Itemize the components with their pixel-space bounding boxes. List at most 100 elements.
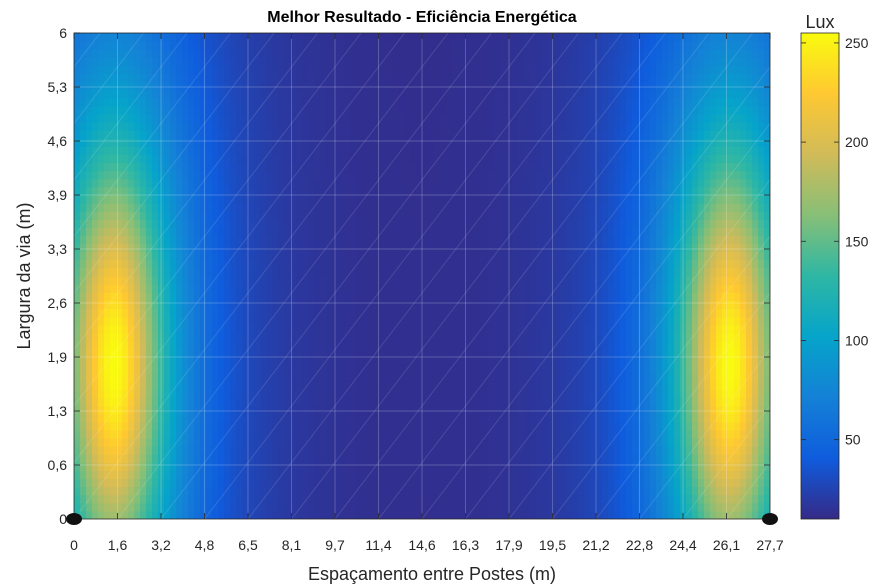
heatmap-cell: [86, 203, 93, 212]
heatmap-cell: [164, 122, 171, 131]
heatmap-cell: [398, 454, 405, 463]
heatmap-cell: [440, 259, 447, 269]
heatmap-cell: [134, 219, 141, 228]
heatmap-cell: [548, 122, 555, 131]
heatmap-cell: [230, 381, 237, 390]
heatmap-cell: [494, 146, 501, 156]
heatmap-cell: [152, 97, 159, 107]
heatmap-cell: [224, 300, 231, 309]
heatmap-cell: [416, 421, 423, 431]
heatmap-cell: [224, 227, 231, 237]
heatmap-cell: [284, 494, 291, 504]
heatmap-cell: [302, 203, 309, 212]
heatmap-cell: [542, 154, 549, 164]
heatmap-cell: [398, 462, 405, 471]
heatmap-cell: [326, 219, 333, 228]
heatmap-cell: [434, 494, 441, 504]
heatmap-cell: [554, 243, 561, 253]
heatmap-cell: [542, 138, 549, 147]
heatmap-cell: [506, 470, 513, 480]
heatmap-cell: [404, 138, 411, 147]
heatmap-cell: [458, 316, 465, 326]
heatmap-cell: [344, 33, 351, 42]
heatmap-cell: [254, 105, 261, 115]
heatmap-cell: [416, 243, 423, 253]
heatmap-cell: [488, 478, 495, 488]
heatmap-cell: [476, 292, 483, 301]
heatmap-cell: [128, 178, 135, 188]
heatmap-cell: [476, 170, 483, 180]
heatmap-cell: [386, 397, 393, 407]
heatmap-cell: [338, 348, 345, 358]
heatmap-cell: [434, 186, 441, 196]
heatmap-cell: [476, 381, 483, 390]
heatmap-cell: [446, 146, 453, 156]
heatmap-cell: [566, 340, 573, 350]
heatmap-cell: [176, 405, 183, 415]
heatmap-cell: [326, 478, 333, 488]
heatmap-cell: [134, 33, 141, 42]
heatmap-cell: [80, 340, 87, 350]
heatmap-cell: [248, 510, 255, 519]
heatmap-cell: [332, 186, 339, 196]
heatmap-cell: [506, 41, 513, 50]
heatmap-cell: [446, 195, 453, 204]
heatmap-cell: [404, 462, 411, 471]
heatmap-cell: [410, 397, 417, 407]
heatmap-cell: [380, 502, 387, 512]
heatmap-cell: [86, 446, 93, 455]
heatmap-cell: [242, 332, 249, 342]
heatmap-cell: [470, 510, 477, 519]
heatmap-cell: [524, 284, 531, 293]
heatmap-cell: [206, 284, 213, 293]
heatmap-cell: [464, 357, 471, 366]
heatmap-cell: [464, 33, 471, 42]
heatmap-cell: [326, 316, 333, 326]
heatmap-cell: [398, 243, 405, 253]
heatmap-cell: [416, 81, 423, 91]
heatmap-cell: [230, 203, 237, 212]
heatmap-cell: [422, 195, 429, 204]
heatmap-cell: [182, 65, 189, 75]
heatmap-cell: [152, 235, 159, 245]
heatmap-cell: [554, 49, 561, 58]
heatmap-cell: [134, 316, 141, 326]
heatmap-cell: [428, 162, 435, 172]
heatmap-cell: [272, 122, 279, 131]
heatmap-cell: [302, 219, 309, 228]
heatmap-cell: [386, 405, 393, 415]
heatmap-cell: [410, 324, 417, 334]
heatmap-cell: [176, 454, 183, 463]
heatmap-cell: [422, 308, 429, 318]
heatmap-cell: [362, 195, 369, 204]
heatmap-cell: [476, 122, 483, 131]
heatmap-cell: [170, 81, 177, 91]
heatmap-cell: [398, 203, 405, 212]
heatmap-cell: [206, 105, 213, 115]
heatmap-cell: [224, 57, 231, 66]
heatmap-cell: [260, 454, 267, 463]
heatmap-cell: [416, 154, 423, 164]
heatmap-cell: [290, 348, 297, 358]
heatmap-cell: [380, 510, 387, 519]
heatmap-cell: [404, 324, 411, 334]
heatmap-cell: [392, 122, 399, 131]
heatmap-cell: [212, 324, 219, 334]
heatmap-cell: [92, 105, 99, 115]
heatmap-cell: [266, 413, 273, 423]
heatmap-cell: [272, 494, 279, 504]
heatmap-cell: [152, 186, 159, 196]
heatmap-cell: [284, 292, 291, 301]
heatmap-cell: [302, 389, 309, 399]
heatmap-cell: [500, 494, 507, 504]
heatmap-cell: [140, 57, 147, 66]
heatmap-cell: [302, 486, 309, 496]
heatmap-cell: [86, 65, 93, 75]
heatmap-cell: [146, 227, 153, 237]
heatmap-cell: [224, 454, 231, 463]
heatmap-cell: [278, 227, 285, 237]
heatmap-cell: [560, 292, 567, 301]
heatmap-cell: [482, 276, 489, 285]
heatmap-cell: [134, 57, 141, 66]
heatmap-cell: [494, 316, 501, 326]
